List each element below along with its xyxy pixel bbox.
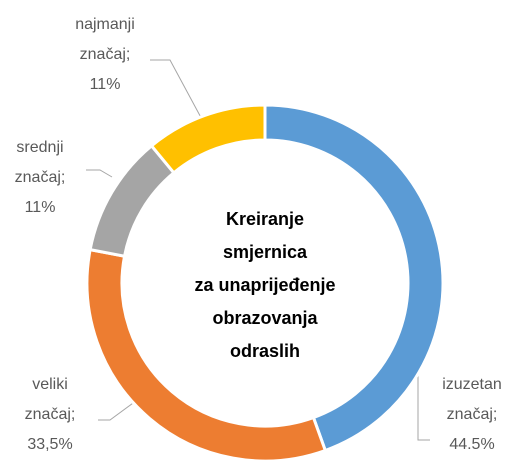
data-label: značaj; (447, 406, 498, 423)
donut-slice (149, 103, 267, 175)
data-label: izuzetan (442, 376, 502, 393)
data-label: značaj; (15, 169, 66, 186)
leader-line (98, 397, 141, 421)
chart-title: smjernica (223, 242, 308, 262)
data-label: 11% (90, 76, 121, 93)
data-label: srednji (16, 139, 63, 156)
data-label: najmanji (75, 16, 135, 33)
data-label: veliki (32, 376, 68, 393)
chart-title: Kreiranje (226, 209, 304, 229)
data-label: značaj; (80, 46, 131, 63)
data-label: 44.5% (449, 436, 494, 453)
data-label: 11% (25, 199, 56, 216)
chart-title: za unaprijeđenje (194, 275, 335, 295)
donut-slice (88, 143, 176, 258)
leader-line (86, 169, 113, 178)
chart-title: obrazovanja (212, 308, 318, 328)
data-label: značaj; (25, 406, 76, 423)
chart-title: odraslih (230, 341, 300, 361)
data-label: 33,5% (27, 436, 72, 453)
leader-line (150, 59, 213, 139)
